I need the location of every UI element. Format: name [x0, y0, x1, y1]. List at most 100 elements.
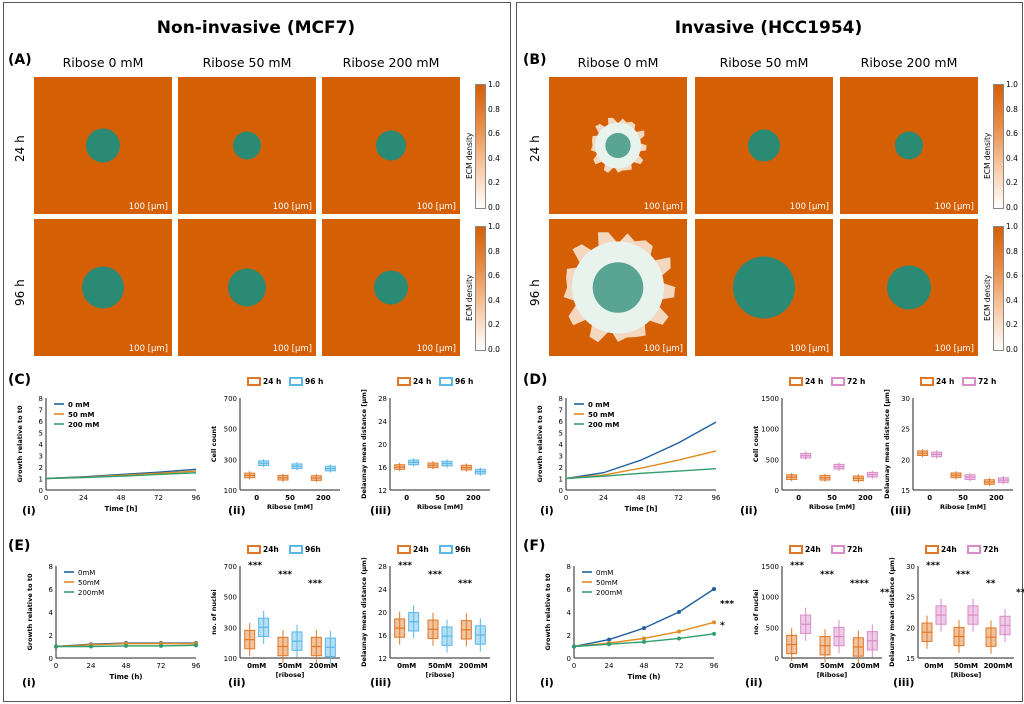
colorbar-tick: 0.0 [1006, 203, 1018, 212]
legend-swatch [397, 377, 411, 386]
panel-sublabel: (iii) [893, 676, 914, 689]
y-tick-label: 7 [559, 407, 563, 415]
sim-right-r0-c1-spheroid [748, 129, 780, 162]
significance-mark: *** [428, 570, 442, 580]
scale-bar-label: 100 [μm] [128, 202, 168, 212]
right-col-2: Ribose 200 mM [860, 55, 958, 70]
colorbar-tick: 0.8 [1006, 104, 1018, 114]
legend-label: 72 h [978, 377, 996, 386]
y-tick-label: 1500 [761, 395, 779, 403]
x-tick-label: 72 [154, 494, 163, 502]
x-tick-label: 72 [675, 662, 684, 670]
left-col-0: Ribose 0 mM [62, 55, 144, 70]
colorbar-tick: 0.2 [488, 320, 500, 330]
sim-left-r0-c2-spheroid [376, 130, 406, 161]
colorbar-tick: 0.4 [488, 295, 500, 305]
x-tick-label: 0mM [247, 662, 266, 670]
data-point [194, 643, 198, 648]
panel-sublabel: (ii) [740, 504, 758, 517]
y-tick-label: 1 [559, 476, 563, 484]
sim-left-r1-c2-spheroid [374, 270, 408, 305]
legend-label: 96h [305, 545, 321, 554]
x-tick-label: 200mM [851, 662, 880, 670]
legend-swatch [289, 545, 303, 554]
significance-mark: *** [720, 599, 734, 609]
legend-label: 200 mM [588, 421, 619, 429]
panel-label-d: (D) [523, 372, 548, 388]
y-tick-label: 1500 [761, 563, 779, 571]
y-tick-label: 15 [901, 487, 910, 495]
y-tick-label: 1 [39, 476, 43, 484]
right-col-1: Ribose 50 mM [719, 55, 809, 70]
left-title: Non-invasive (MCF7) [156, 18, 356, 38]
series-line-0 mM [565, 421, 717, 480]
x-axis-label: Ribose [mM] [417, 503, 463, 511]
scale-bar-label: 100 [μm] [416, 202, 456, 212]
legend-label: 50mM [78, 579, 100, 587]
legend-swatch [831, 377, 845, 386]
panel-sublabel: (iii) [370, 504, 391, 517]
colorbar-tick: 1.0 [1006, 80, 1018, 89]
data-point [712, 620, 716, 625]
x-tick-label: 0 [254, 494, 259, 502]
y-tick-label: 2 [39, 464, 43, 472]
colorbar-tick: 0.2 [1006, 178, 1018, 188]
y-axis-label: Delaunay mean distance (μm) [360, 557, 368, 667]
y-axis-label: Growth relative to t0 [536, 405, 544, 482]
data-point [712, 587, 716, 591]
scale-bar-label: 100 [μm] [272, 344, 312, 354]
legend-label: 72h [983, 545, 999, 554]
y-tick-label: 300 [224, 456, 237, 464]
x-tick-label: 0mM [924, 662, 943, 670]
colorbar-tick: 0.0 [488, 203, 500, 212]
legend-swatch [247, 377, 261, 386]
right-title: Invasive (HCC1954) [674, 18, 863, 38]
colorbar-tick: 0.4 [1006, 153, 1018, 163]
y-tick-label: 500 [766, 456, 779, 464]
legend-label: 50mM [596, 579, 618, 587]
legend-swatch [831, 545, 845, 554]
y-tick-label: 6 [39, 418, 44, 426]
legend-label: 200 mM [68, 421, 99, 429]
panel-sublabel: (i) [540, 676, 554, 689]
colorbar-left-bottom [475, 226, 486, 351]
significance-mark: *** [820, 570, 834, 580]
legend-swatch [962, 377, 976, 386]
y-tick-label: 1000 [761, 426, 779, 434]
significance-mark: *** [278, 570, 292, 580]
y-tick-label: 4 [559, 441, 564, 449]
sim-left-r1-c1: 100 [μm] [178, 219, 316, 356]
y-tick-label: 8 [559, 395, 563, 403]
legend-label: 24h [941, 545, 957, 554]
y-tick-label: 0 [559, 487, 563, 495]
significance-mark: ** [1016, 588, 1024, 598]
panel-sublabel: (ii) [228, 676, 246, 689]
panel-sublabel: (i) [540, 504, 554, 517]
data-point [607, 642, 611, 647]
legend-swatch [925, 545, 939, 554]
y-axis-label: no. of nuclei [210, 589, 218, 634]
x-tick-label: 200mM [984, 662, 1013, 670]
legend-swatch [247, 545, 261, 554]
y-tick-label: 0 [775, 487, 779, 495]
y-tick-label: 1000 [761, 594, 779, 602]
y-tick-label: 0 [567, 655, 571, 663]
scale-bar-label: 100 [μm] [643, 202, 683, 212]
y-tick-label: 20 [378, 441, 387, 449]
x-tick-label: 50mM [278, 662, 302, 670]
y-tick-label: 3 [39, 453, 43, 461]
colorbar-tick: 0.8 [1006, 246, 1018, 256]
right-col-0: Ribose 0 mM [577, 55, 659, 70]
x-tick-label: 50 [435, 494, 445, 502]
sim-left-r1-c0-spheroid [82, 266, 124, 309]
x-tick-label: 24 [599, 494, 608, 502]
series-line-50 mM [565, 450, 717, 480]
data-point [712, 631, 716, 636]
x-tick-label: 48 [640, 662, 649, 670]
legend-label: 96 h [305, 377, 323, 386]
x-tick-label: 96 [710, 662, 719, 670]
x-tick-label: 200 [989, 494, 1004, 502]
sim-left-r1-c1-spheroid [228, 268, 266, 307]
panel-label-e: (E) [8, 538, 31, 554]
x-axis-label: [ribose] [426, 671, 455, 679]
